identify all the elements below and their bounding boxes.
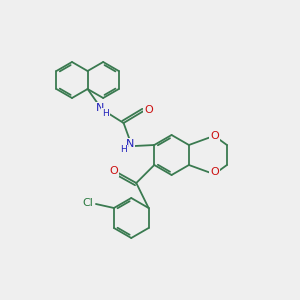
Text: Cl: Cl: [82, 198, 93, 208]
Text: O: O: [211, 131, 219, 141]
Text: O: O: [211, 167, 219, 177]
Text: O: O: [109, 166, 118, 176]
Text: H: H: [102, 109, 109, 118]
Text: N: N: [125, 139, 134, 149]
Text: N: N: [95, 103, 104, 113]
Text: O: O: [144, 105, 153, 115]
Text: H: H: [120, 146, 127, 154]
